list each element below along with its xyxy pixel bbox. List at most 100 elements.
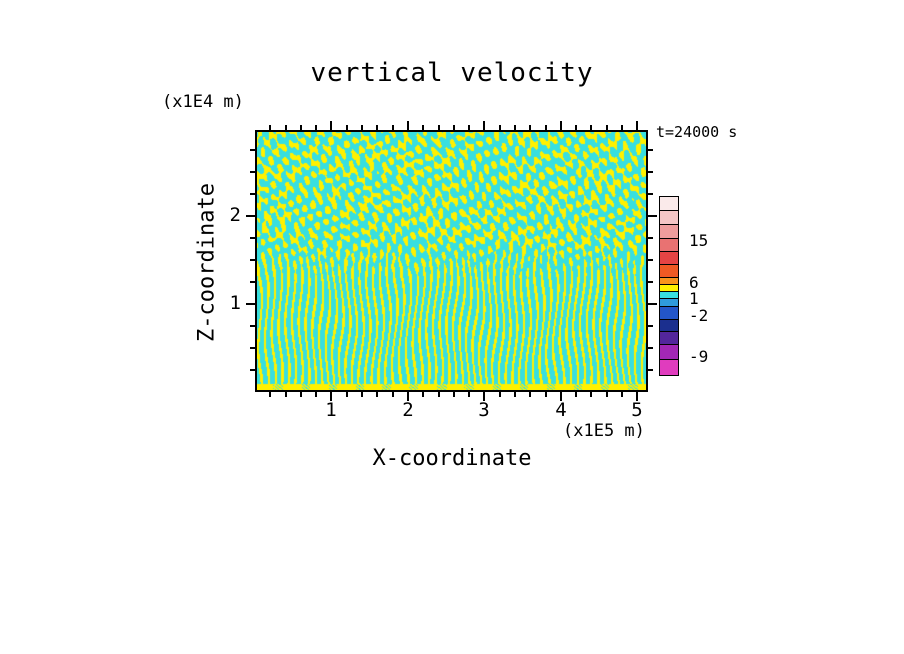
y-axis-tick xyxy=(648,325,653,327)
colorbar-tick-label: -9 xyxy=(689,347,709,366)
y-axis-tick xyxy=(250,193,255,195)
y-axis-tick xyxy=(648,149,653,151)
y-axis-units: (x1E4 m) xyxy=(162,92,244,112)
x-axis-tick xyxy=(407,121,409,130)
y-axis-tick xyxy=(250,347,255,349)
x-axis-tick xyxy=(483,392,485,401)
x-axis-tick xyxy=(483,121,485,130)
y-axis-tick xyxy=(648,369,653,371)
y-axis-tick xyxy=(648,171,653,173)
x-axis-tick xyxy=(300,125,302,130)
colorbar-segment xyxy=(659,237,679,253)
x-axis-tick xyxy=(422,125,424,130)
x-axis-tick xyxy=(575,392,577,397)
x-axis-tick xyxy=(514,125,516,130)
x-axis-tick xyxy=(407,392,409,401)
colorbar-segment xyxy=(659,264,679,279)
x-axis-label: X-coordinate xyxy=(372,446,532,471)
x-axis-tick xyxy=(438,392,440,397)
x-axis-tick xyxy=(468,392,470,397)
x-axis-tick xyxy=(315,125,317,130)
x-tick-label: 5 xyxy=(631,399,643,421)
x-axis-tick xyxy=(422,392,424,397)
x-axis-tick xyxy=(269,392,271,397)
x-axis-tick xyxy=(545,392,547,397)
velocity-field-canvas xyxy=(257,132,646,390)
y-axis-tick xyxy=(250,171,255,173)
x-axis-tick xyxy=(376,125,378,130)
y-tick-label: 1 xyxy=(229,292,241,314)
x-axis-tick xyxy=(438,125,440,130)
x-axis-tick xyxy=(621,125,623,130)
x-tick-label: 3 xyxy=(478,399,490,421)
x-axis-tick xyxy=(346,125,348,130)
x-axis-tick xyxy=(361,392,363,397)
x-axis-tick xyxy=(560,392,562,401)
x-axis-tick xyxy=(468,125,470,130)
chart-title: vertical velocity xyxy=(310,58,594,88)
x-axis-tick xyxy=(453,125,455,130)
x-axis-tick xyxy=(545,125,547,130)
x-axis-tick xyxy=(590,125,592,130)
x-tick-label: 2 xyxy=(402,399,414,421)
colorbar-segment xyxy=(659,331,679,345)
colorbar-tick-label: 6 xyxy=(689,273,699,292)
colorbar-segment xyxy=(659,318,679,333)
plot-area xyxy=(255,130,648,392)
x-axis-tick xyxy=(361,125,363,130)
x-tick-label: 1 xyxy=(325,399,337,421)
colorbar-tick-label: 15 xyxy=(689,231,709,250)
x-axis-tick xyxy=(529,392,531,397)
y-axis-tick xyxy=(250,281,255,283)
x-axis-tick xyxy=(392,392,394,397)
x-axis-tick xyxy=(499,392,501,397)
colorbar-segment xyxy=(659,251,679,266)
x-axis-tick xyxy=(621,392,623,397)
x-axis-tick xyxy=(285,125,287,130)
x-axis-tick xyxy=(300,392,302,397)
y-axis-tick xyxy=(246,303,255,305)
x-axis-tick xyxy=(560,121,562,130)
y-axis-tick xyxy=(250,369,255,371)
colorbar-segment xyxy=(659,196,679,211)
x-axis-tick xyxy=(315,392,317,397)
colorbar-segment xyxy=(659,224,679,239)
y-axis-tick xyxy=(246,215,255,217)
y-axis-tick xyxy=(648,281,653,283)
x-axis-tick xyxy=(346,392,348,397)
y-axis-tick xyxy=(250,259,255,261)
x-axis-tick xyxy=(392,125,394,130)
y-axis-label: Z-coordinate xyxy=(194,183,220,342)
y-axis-tick xyxy=(648,303,657,305)
y-axis-tick xyxy=(648,237,653,239)
colorbar xyxy=(659,196,679,390)
x-axis-tick xyxy=(285,392,287,397)
colorbar-segment xyxy=(659,359,679,376)
x-tick-label: 4 xyxy=(555,399,567,421)
colorbar-tick-label: 1 xyxy=(689,289,699,308)
y-axis-tick xyxy=(648,347,653,349)
x-axis-tick xyxy=(376,392,378,397)
x-axis-tick xyxy=(636,392,638,401)
y-axis-tick xyxy=(250,237,255,239)
x-axis-tick xyxy=(514,392,516,397)
x-axis-tick xyxy=(453,392,455,397)
y-axis-tick xyxy=(648,193,653,195)
x-axis-tick xyxy=(330,392,332,401)
x-axis-tick xyxy=(590,392,592,397)
time-annotation: t=24000 s xyxy=(656,123,738,141)
colorbar-segment xyxy=(659,343,679,361)
y-axis-tick xyxy=(648,215,657,217)
y-tick-label: 2 xyxy=(229,204,241,226)
colorbar-segment xyxy=(659,209,679,226)
x-axis-tick xyxy=(636,121,638,130)
x-axis-units: (x1E5 m) xyxy=(563,421,645,441)
colorbar-segment xyxy=(659,306,679,320)
colorbar-tick-label: -2 xyxy=(689,306,709,325)
x-axis-tick xyxy=(529,125,531,130)
y-axis-tick xyxy=(250,325,255,327)
x-axis-tick xyxy=(330,121,332,130)
x-axis-tick xyxy=(606,125,608,130)
x-axis-tick xyxy=(606,392,608,397)
